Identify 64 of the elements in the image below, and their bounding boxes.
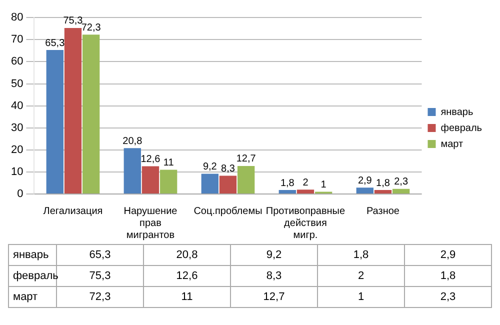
bar xyxy=(237,166,255,194)
y-tick-label: 30 xyxy=(10,122,24,134)
text: 75,3 xyxy=(89,270,111,282)
bar xyxy=(219,176,237,194)
text: 1 xyxy=(358,291,364,303)
text: 1,8 xyxy=(440,270,456,282)
y-tick-label: 0 xyxy=(17,188,24,200)
bar xyxy=(374,190,392,194)
y-tick-label: 10 xyxy=(10,166,24,178)
bar xyxy=(296,190,314,194)
data-label: 72,3 xyxy=(81,22,102,34)
legend-label: март xyxy=(440,138,464,150)
bar xyxy=(82,34,100,194)
bar xyxy=(278,190,296,194)
bar xyxy=(201,174,218,194)
bar xyxy=(356,188,374,194)
text: 2,9 xyxy=(440,249,456,261)
y-tick-label: 60 xyxy=(10,56,24,68)
text: 11 xyxy=(181,291,193,303)
text: 2,3 xyxy=(440,291,456,303)
text: март xyxy=(13,291,38,303)
data-label: 12,6 xyxy=(140,154,161,165)
bar xyxy=(46,50,64,194)
y-tick-label: 70 xyxy=(10,34,24,46)
x-tick-label: Соц.проблемы xyxy=(194,206,262,217)
data-label: 20,8 xyxy=(122,136,143,147)
text: февраль xyxy=(13,270,58,282)
data-label: 65,3 xyxy=(45,38,66,49)
data-label: 75,3 xyxy=(63,16,84,27)
text: 1,8 xyxy=(353,249,369,261)
data-label: 1,8 xyxy=(280,178,295,189)
data-label: 1,8 xyxy=(376,178,390,189)
text: 9,2 xyxy=(266,249,282,261)
data-label: 1 xyxy=(320,180,327,191)
bar xyxy=(124,148,141,194)
data-label: 2,3 xyxy=(394,176,408,188)
text: 65,3 xyxy=(89,249,111,261)
x-tick-label: Разное xyxy=(366,206,400,217)
text: 72,3 xyxy=(89,291,111,303)
y-tick-label: 20 xyxy=(10,144,24,156)
x-tick-label: Противоправные действия мигр. xyxy=(266,206,346,241)
data-label: 2,9 xyxy=(358,175,372,186)
text: январь xyxy=(13,249,49,261)
y-tick-label: 40 xyxy=(10,100,24,112)
text: 20,8 xyxy=(176,249,198,261)
text: 12,6 xyxy=(176,270,198,282)
data-label: 12,7 xyxy=(236,154,256,165)
y-tick-label: 80 xyxy=(10,12,24,24)
bar xyxy=(142,166,160,194)
data-label: 8,3 xyxy=(221,163,236,174)
text: 8,3 xyxy=(266,270,282,282)
text: 2 xyxy=(358,270,364,282)
x-tick-label: Легализация xyxy=(43,206,103,217)
data-label: 11 xyxy=(163,157,174,168)
bar xyxy=(392,188,410,194)
x-tick-label: Нарушение прав мигрантов xyxy=(124,206,178,241)
legend-label: февраль xyxy=(440,122,482,134)
legend-label: январь xyxy=(440,106,474,118)
data-label: 9,2 xyxy=(202,161,218,172)
data-label: 2 xyxy=(302,177,309,188)
bar xyxy=(64,28,82,194)
bar xyxy=(160,170,178,194)
y-tick-label: 50 xyxy=(10,78,24,90)
text: 12,7 xyxy=(263,291,285,303)
